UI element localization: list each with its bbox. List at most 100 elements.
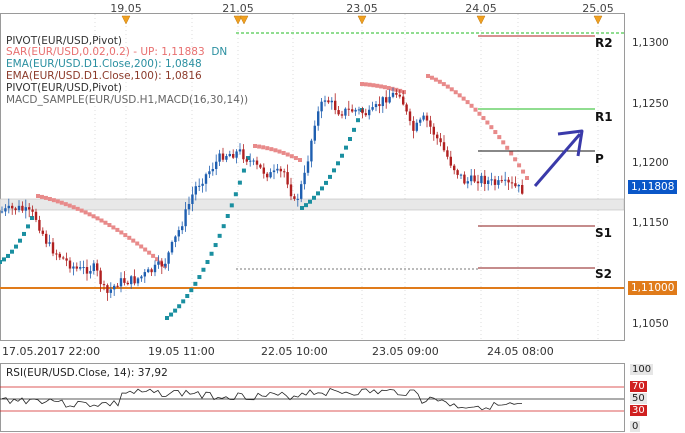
candle-body [473,175,476,182]
candle-body [364,113,367,116]
sar-dot-up [285,152,290,157]
candle-body [174,236,177,242]
candle-body [504,179,507,181]
sar-dot-dn [6,253,10,258]
candle-body [170,241,174,253]
candle-body [191,194,194,204]
candle-body [497,180,500,185]
candle-body [136,278,140,284]
candle-body [58,253,61,258]
sar-dot-dn [181,299,186,304]
sar-dot-dn [209,251,214,256]
sar-dot-up [147,250,152,255]
candle-body [218,153,221,162]
candle-body [252,160,255,162]
sar-dot-up [505,145,510,150]
candle-body [41,230,44,234]
rsi-levels [0,386,624,412]
pivot-r2-label: R2 [595,36,613,50]
candle-body [92,263,95,272]
sar-dot-up [269,147,274,152]
candlesticks [0,87,524,301]
candle-body [432,126,435,135]
sar-dot-up [429,75,434,80]
sar-dot-up [449,87,454,92]
candle-body [34,211,38,220]
sar-dot-up [465,100,470,105]
candle-body [490,179,493,181]
candle-body [259,164,262,168]
candle-body [177,230,180,237]
candle-body [521,185,524,194]
sar-dot-up [363,82,368,87]
sar-dot-dn [0,260,2,264]
sar-dot-up [131,238,136,243]
candle-body [272,170,276,173]
candle-body [143,272,146,277]
sar-dot-up [298,158,302,162]
candle-body [340,114,344,116]
sar-dot-up [95,216,100,221]
sar-dot-up [265,146,270,151]
candle-body [204,174,208,184]
sar-dot-dn [30,216,34,220]
rsi-tick-70: 70 [630,381,647,392]
candle-body [153,264,157,273]
sar-dot-dn [328,174,332,179]
candle-body [17,205,21,211]
sar-dot-up [79,208,84,213]
candle-body [419,119,422,123]
sar-dot-up [63,202,68,207]
candle-body [388,96,391,103]
candle-body [510,182,514,184]
sar-dot-up [390,86,395,91]
sar-dot-dn [10,249,14,254]
candle-body [361,109,364,114]
candle-body [82,267,85,269]
candle-body [269,172,272,178]
candle-body [116,285,119,287]
candle-body [463,174,466,184]
candle-body [62,257,65,259]
down-triangle-marker-icon [476,15,486,25]
sar-dot-up [289,154,294,159]
sar-dot-dn [22,231,26,236]
sar-dot-dn [316,191,320,196]
candle-body [150,269,153,273]
time-axis-label: 19.05 11:00 [148,345,215,358]
sar-dot-dn [201,267,206,272]
sar-dot-dn [197,275,202,280]
sar-dot-dn [165,316,169,320]
sar-dot-up [103,220,108,225]
sar-dot-up [453,90,458,95]
candle-body [167,252,170,264]
sar-dot-dn [213,243,218,248]
candle-body [232,153,235,158]
sar-dot-up [469,103,474,108]
candle-body [357,109,361,111]
candle-body [225,156,228,160]
sar-dot-dn [221,224,226,229]
candle-body [405,104,408,112]
candle-body [85,267,89,274]
candle-body [480,175,483,184]
sar-dot-up [457,93,462,98]
candle-body [38,219,41,231]
candle-body [446,150,449,157]
sar-dot-up [119,230,124,235]
sar-dot-up [155,257,160,262]
sar-dot-up [127,235,132,240]
sar-dot-dn [332,168,336,173]
sar-dot-up [426,74,430,78]
legend-sar: SAR(EUR/USD,0.02,0.2) - UP: 1,11883 DN [6,46,228,58]
sar-dot-up [497,135,502,140]
sar-dot-up [402,90,406,94]
candle-body [255,160,259,165]
candle-body [235,151,238,158]
down-triangle-marker-icon [357,15,367,25]
parabolic-sar-dots [0,74,529,320]
sar-dot-up [360,82,364,86]
sar-dot-up [39,194,44,199]
candle-body [456,170,459,175]
